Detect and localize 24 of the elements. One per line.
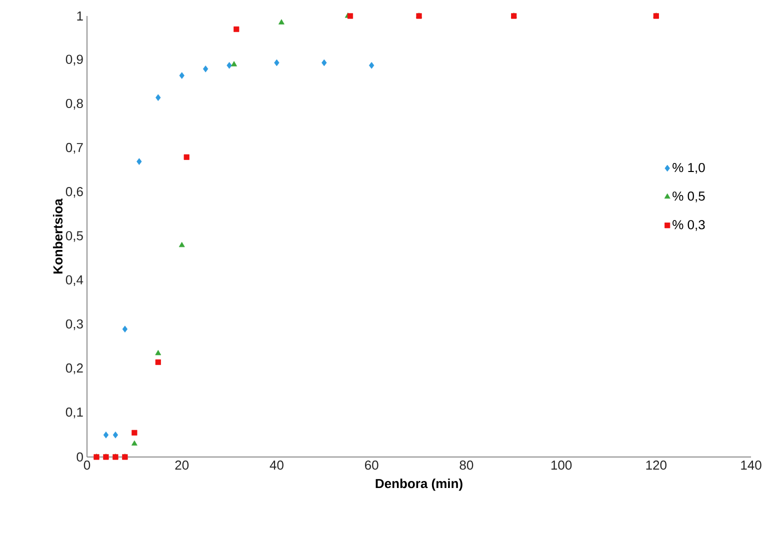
y-tick-label: 0,1 xyxy=(66,408,83,418)
y-tick-label: 0,7 xyxy=(66,142,83,154)
x-tick-label: 0 xyxy=(84,460,90,470)
y-tick-label: 0,2 xyxy=(66,363,83,374)
y-tick-label: 0,6 xyxy=(66,187,83,198)
x-tick-label: 140 xyxy=(741,460,762,470)
y-tick-label: 0,8 xyxy=(66,98,83,110)
legend-label: % 1,0 xyxy=(672,162,705,174)
y-tick-label: 0,9 xyxy=(66,54,83,66)
y-axis-title: Konbertsioa xyxy=(52,198,63,274)
x-tick-label: 100 xyxy=(551,460,572,470)
x-tick-label: 80 xyxy=(460,460,474,470)
legend-label: % 0,3 xyxy=(672,220,705,231)
x-tick-label: 40 xyxy=(270,460,284,470)
x-axis-title: Denbora (min) xyxy=(376,478,462,491)
legend-label: % 0,5 xyxy=(672,192,705,202)
y-tick-label: 1 xyxy=(77,12,83,20)
x-tick-label: 120 xyxy=(646,460,666,470)
y-tick-label: 0,4 xyxy=(66,275,84,286)
y-tick-label: 0,3 xyxy=(66,319,83,330)
x-tick-label: 20 xyxy=(175,460,189,470)
y-tick-label: 0,5 xyxy=(66,231,83,242)
x-tick-label: 60 xyxy=(365,460,378,470)
y-tick-label: 0 xyxy=(76,452,83,462)
